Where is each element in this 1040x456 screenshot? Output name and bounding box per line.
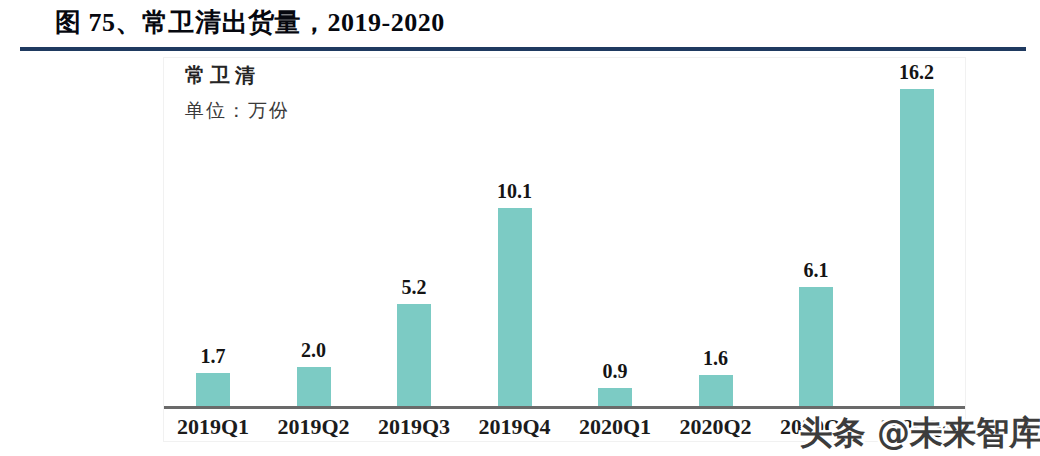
value-label-2020q1: 0.9 — [570, 360, 660, 383]
x-tick-2020q1: 2020Q1 — [565, 414, 665, 440]
bar-2019q3 — [397, 304, 431, 406]
value-label-2019q4: 10.1 — [470, 180, 560, 203]
x-tick-2019q4: 2019Q4 — [465, 414, 565, 440]
x-tick-2020q2: 2020Q2 — [666, 414, 766, 440]
x-tick-2019q2: 2019Q2 — [264, 414, 364, 440]
bar-2019q1 — [196, 373, 230, 406]
bar-chart: 常卫清 单位：万份 1.7 2019Q1 2.0 2019Q2 5.2 2019Q3 10.… — [163, 57, 966, 442]
value-label-2020q2: 1.6 — [671, 347, 761, 370]
figure-title: 图 75、常卫清出货量，2019-2020 — [55, 5, 445, 40]
title-underline-rule — [20, 47, 1026, 51]
watermark: 头条 @未来智库 — [800, 411, 1040, 456]
bar-2020q1 — [598, 388, 632, 406]
x-tick-2019q3: 2019Q3 — [364, 414, 464, 440]
value-label-2019q2: 2.0 — [269, 339, 359, 362]
x-axis-line — [164, 406, 965, 409]
bar-2020q2 — [699, 375, 733, 406]
bar-2019q2 — [297, 367, 331, 406]
series-name-label: 常卫清 — [185, 62, 290, 89]
bar-2019q4 — [498, 208, 532, 406]
x-tick-2019q1: 2019Q1 — [163, 414, 263, 440]
value-label-2019q1: 1.7 — [168, 345, 258, 368]
value-label-2020q4: 16.2 — [872, 61, 962, 84]
chart-legend: 常卫清 单位：万份 — [185, 62, 290, 124]
value-label-2020q3: 6.1 — [771, 259, 861, 282]
bar-2020q4 — [900, 89, 934, 406]
bar-2020q3 — [799, 287, 833, 406]
value-label-2019q3: 5.2 — [369, 276, 459, 299]
unit-label: 单位：万份 — [185, 98, 290, 124]
